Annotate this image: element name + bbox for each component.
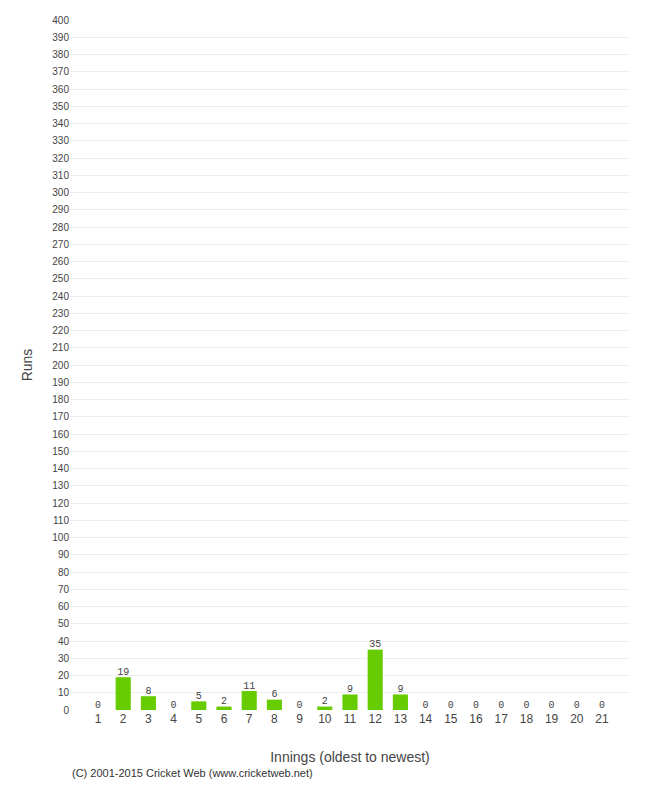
svg-text:0: 0	[549, 700, 555, 711]
svg-text:40: 40	[58, 636, 70, 647]
svg-text:0: 0	[423, 700, 429, 711]
svg-text:6: 6	[271, 689, 277, 700]
svg-text:0: 0	[574, 700, 580, 711]
svg-text:2: 2	[322, 696, 328, 707]
svg-text:80: 80	[58, 567, 70, 578]
svg-text:300: 300	[52, 187, 69, 198]
svg-text:340: 340	[52, 118, 69, 129]
svg-text:10: 10	[58, 687, 70, 698]
svg-text:90: 90	[58, 549, 70, 560]
svg-text:17: 17	[495, 712, 509, 726]
svg-text:18: 18	[520, 712, 534, 726]
svg-text:19: 19	[545, 712, 559, 726]
svg-text:2: 2	[120, 712, 127, 726]
svg-text:170: 170	[52, 411, 69, 422]
svg-text:10: 10	[318, 712, 332, 726]
svg-text:9: 9	[347, 684, 353, 695]
svg-text:0: 0	[171, 700, 177, 711]
svg-text:7: 7	[246, 712, 253, 726]
svg-text:150: 150	[52, 446, 69, 457]
svg-text:280: 280	[52, 222, 69, 233]
svg-text:160: 160	[52, 429, 69, 440]
svg-text:180: 180	[52, 394, 69, 405]
svg-text:0: 0	[297, 700, 303, 711]
svg-text:19: 19	[117, 667, 129, 678]
svg-text:100: 100	[52, 532, 69, 543]
svg-text:20: 20	[570, 712, 584, 726]
svg-text:230: 230	[52, 308, 69, 319]
svg-text:1: 1	[95, 712, 102, 726]
svg-text:290: 290	[52, 204, 69, 215]
svg-text:12: 12	[369, 712, 383, 726]
svg-text:0: 0	[448, 700, 454, 711]
svg-text:310: 310	[52, 170, 69, 181]
svg-text:15: 15	[444, 712, 458, 726]
svg-text:240: 240	[52, 291, 69, 302]
svg-text:250: 250	[52, 273, 69, 284]
svg-text:20: 20	[58, 670, 70, 681]
svg-text:0: 0	[473, 700, 479, 711]
svg-text:350: 350	[52, 101, 69, 112]
svg-text:0: 0	[599, 700, 605, 711]
svg-text:0: 0	[523, 700, 529, 711]
svg-text:190: 190	[52, 377, 69, 388]
svg-text:Innings (oldest to newest): Innings (oldest to newest)	[270, 749, 430, 765]
svg-text:390: 390	[52, 32, 69, 43]
svg-text:270: 270	[52, 239, 69, 250]
svg-text:13: 13	[394, 712, 408, 726]
svg-text:5: 5	[195, 712, 202, 726]
svg-text:210: 210	[52, 342, 69, 353]
svg-text:21: 21	[595, 712, 609, 726]
svg-text:9: 9	[397, 684, 403, 695]
svg-text:0: 0	[63, 705, 69, 716]
svg-text:400: 400	[52, 15, 69, 26]
svg-text:200: 200	[52, 360, 69, 371]
svg-text:380: 380	[52, 49, 69, 60]
svg-text:3: 3	[145, 712, 152, 726]
svg-text:220: 220	[52, 325, 69, 336]
svg-text:360: 360	[52, 84, 69, 95]
svg-text:16: 16	[469, 712, 483, 726]
svg-text:260: 260	[52, 256, 69, 267]
svg-text:8: 8	[271, 712, 278, 726]
svg-text:4: 4	[170, 712, 177, 726]
svg-text:9: 9	[296, 712, 303, 726]
svg-text:14: 14	[419, 712, 433, 726]
svg-text:11: 11	[344, 712, 357, 726]
svg-text:0: 0	[498, 700, 504, 711]
svg-text:140: 140	[52, 463, 69, 474]
svg-text:320: 320	[52, 153, 69, 164]
svg-text:(C) 2001-2015 Cricket Web (www: (C) 2001-2015 Cricket Web (www.cricketwe…	[72, 767, 313, 779]
svg-text:50: 50	[58, 618, 70, 629]
svg-text:5: 5	[196, 691, 202, 702]
svg-text:110: 110	[53, 515, 69, 526]
svg-text:2: 2	[221, 696, 227, 707]
svg-text:370: 370	[52, 66, 69, 77]
svg-text:11: 11	[243, 681, 255, 692]
svg-text:6: 6	[221, 712, 228, 726]
svg-text:30: 30	[58, 653, 70, 664]
svg-text:70: 70	[58, 584, 70, 595]
svg-text:Runs: Runs	[19, 349, 35, 382]
svg-text:60: 60	[58, 601, 70, 612]
svg-text:0: 0	[95, 700, 101, 711]
svg-text:130: 130	[52, 480, 69, 491]
svg-text:35: 35	[369, 639, 381, 650]
svg-text:330: 330	[52, 135, 69, 146]
svg-text:120: 120	[52, 498, 69, 509]
svg-text:8: 8	[145, 686, 151, 697]
